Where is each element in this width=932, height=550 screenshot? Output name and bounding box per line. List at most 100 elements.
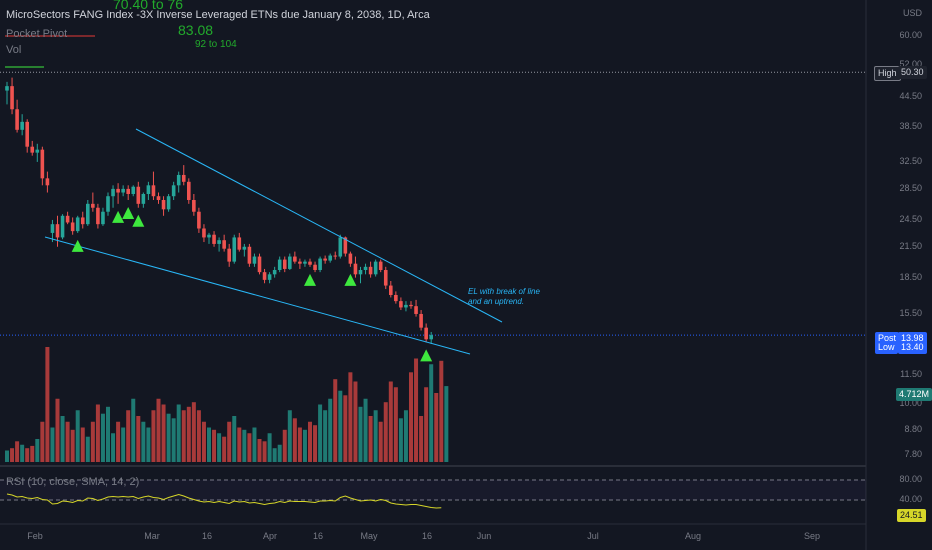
candle-body: [156, 196, 161, 200]
volume-bar: [5, 450, 9, 462]
volume-bar: [201, 421, 206, 462]
time-axis-tick: Apr: [262, 531, 278, 541]
candle-body: [414, 306, 418, 314]
volume-bar: [444, 386, 449, 462]
time-axis-tick: Feb: [27, 531, 43, 541]
candle-body: [242, 246, 247, 250]
candle-body: [373, 261, 378, 275]
volume-indicator-label[interactable]: Vol: [6, 44, 22, 56]
candle-body: [429, 335, 433, 340]
rsi-tag: 24.51: [897, 509, 926, 522]
volume-bar: [176, 404, 181, 462]
candle-body: [303, 261, 307, 264]
volume-bar: [75, 410, 80, 462]
candle-body: [217, 240, 221, 244]
candle-body: [192, 199, 196, 212]
volume-bar: [333, 379, 338, 462]
rsi-indicator-label[interactable]: RSI (10, close, SMA, 14, 2): [6, 476, 140, 488]
price-axis-tick: 60.00: [899, 30, 922, 40]
volume-bar: [191, 402, 196, 462]
volume-bar: [106, 406, 110, 462]
candle-body: [277, 259, 282, 271]
volume-bar: [267, 433, 272, 462]
candle-body: [237, 237, 242, 250]
pocket-pivot-indicator-label[interactable]: Pocket Pivot: [6, 28, 68, 40]
volume-bar: [15, 441, 20, 462]
candle-body: [343, 237, 348, 254]
signal-marker: [132, 214, 145, 227]
candle-body: [161, 199, 166, 210]
signal-marker: [71, 239, 84, 252]
volume-bar: [313, 425, 318, 462]
price-axis-tick: 8.80: [904, 424, 922, 435]
volume-bar: [207, 427, 211, 462]
candle-body: [126, 188, 130, 194]
volume-bar: [393, 387, 398, 462]
volume-bar: [242, 429, 247, 462]
low-tag-value: 13.40: [898, 341, 927, 354]
volume-bar: [414, 358, 419, 462]
volume-bar: [90, 421, 95, 462]
high-tag-value: 50.30: [898, 66, 927, 79]
candle-body: [106, 196, 110, 212]
rsi-axis-tick: 80.00: [899, 474, 922, 484]
candle-body: [10, 86, 14, 110]
candle-body: [363, 266, 368, 271]
candle-body: [101, 211, 105, 225]
candle-body: [65, 215, 70, 223]
candle-body: [40, 149, 45, 179]
volume-bar: [353, 381, 358, 462]
candle-body: [136, 186, 141, 204]
price-axis-tick: 32.50: [899, 155, 922, 166]
candle-body: [91, 203, 95, 208]
time-axis-tick: Jun: [476, 531, 492, 541]
candle-body: [293, 256, 297, 262]
candle-body: [80, 217, 85, 225]
candle-body: [383, 270, 388, 286]
volume-bar: [70, 429, 75, 462]
candle-body: [424, 327, 428, 340]
candle-body: [55, 224, 60, 238]
volume-bar: [171, 418, 176, 462]
price-axis-tick: 44.50: [899, 91, 922, 102]
volume-bar: [277, 444, 282, 462]
volume-bar: [111, 433, 116, 462]
candle-body: [389, 285, 393, 295]
price-axis-tick: 38.50: [899, 121, 922, 132]
volume-bar: [10, 448, 15, 462]
candle-body: [257, 256, 262, 273]
price-axis-tick: 15.50: [899, 307, 922, 318]
candle-body: [409, 304, 413, 307]
volume-bar: [131, 398, 136, 462]
volume-bar: [100, 413, 105, 462]
candle-body: [176, 174, 181, 186]
candle-body: [232, 237, 237, 262]
volume-bar: [80, 427, 85, 462]
volume-bar: [297, 427, 302, 462]
candle-body: [358, 270, 363, 275]
price-axis-tick: 11.50: [900, 369, 922, 380]
volume-bar: [60, 416, 65, 462]
candle-body: [131, 186, 136, 194]
candle-body: [313, 264, 317, 271]
candle-body: [151, 185, 156, 197]
candle-body: [222, 240, 226, 249]
candle-body: [141, 193, 146, 204]
candle-body: [298, 261, 302, 264]
candle-body: [353, 263, 358, 275]
price-axis-tick: 28.50: [899, 182, 922, 193]
candle-body: [394, 294, 398, 302]
signal-marker: [344, 273, 357, 286]
volume-bar: [45, 347, 50, 462]
volume-bar: [348, 372, 353, 462]
price-axis-tick: 52.00: [899, 59, 922, 70]
candle-body: [207, 234, 211, 238]
volume-bar: [166, 413, 171, 462]
symbol-title[interactable]: MicroSectors FANG Index -3X Inverse Leve…: [6, 9, 430, 21]
signal-marker: [112, 210, 125, 223]
trade-annotation-line1: EL with break of line: [468, 287, 540, 296]
candle-body: [262, 272, 267, 280]
candle-body: [247, 246, 252, 264]
